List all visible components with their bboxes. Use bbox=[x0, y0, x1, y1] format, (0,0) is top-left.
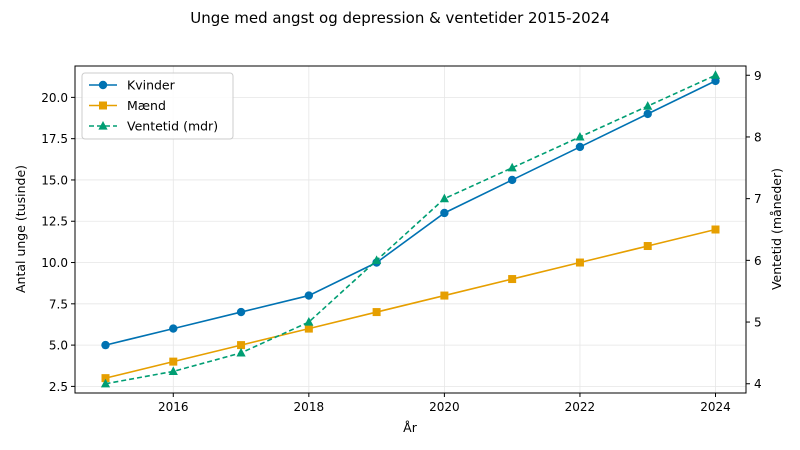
y-tick-label: 17.5 bbox=[41, 132, 68, 146]
x-tick-label: 2022 bbox=[565, 400, 596, 414]
y-tick-label: 7.5 bbox=[49, 297, 68, 311]
y2-tick-label: 8 bbox=[754, 130, 762, 144]
series-mænd bbox=[101, 225, 720, 383]
series-kvinder bbox=[101, 76, 720, 350]
y2-tick-label: 5 bbox=[754, 316, 762, 330]
data-point-kvinder bbox=[304, 291, 314, 300]
legend-marker bbox=[98, 80, 108, 90]
data-point-ventetid-mdr bbox=[575, 131, 585, 141]
legend-box bbox=[81, 72, 234, 140]
data-point-ventetid-mdr bbox=[304, 317, 314, 326]
x-tick-label: 2024 bbox=[700, 400, 731, 414]
data-point-mænd bbox=[101, 374, 110, 383]
legend-marker bbox=[99, 101, 107, 110]
data-point-mænd bbox=[304, 324, 313, 333]
data-point-kvinder bbox=[643, 109, 652, 119]
y-tick-label: 5.0 bbox=[49, 339, 68, 353]
legend-label: Mænd bbox=[127, 98, 166, 113]
legend-marker bbox=[98, 121, 108, 130]
data-point-ventetid-mdr bbox=[439, 193, 449, 203]
legend: Kvinder Mænd Ventetid (mdr) bbox=[81, 72, 234, 140]
data-point-kvinder bbox=[101, 340, 110, 350]
data-point-ventetid-mdr bbox=[507, 162, 517, 172]
x-tick-label: 2018 bbox=[294, 400, 325, 414]
y-tick-label: 12.5 bbox=[41, 215, 68, 229]
x-tick-label: 2020 bbox=[429, 400, 460, 414]
y-tick-label: 20.0 bbox=[41, 91, 68, 105]
x-axis-label: År bbox=[403, 420, 418, 435]
y2-axis-label: Ventetid (måneder) bbox=[769, 168, 784, 290]
y-tick-label: 10.0 bbox=[41, 256, 68, 270]
plot-frame bbox=[74, 65, 747, 394]
series-line-kvinder bbox=[105, 80, 716, 346]
series-ventetid-mdr bbox=[100, 70, 721, 388]
y2-tick-label: 6 bbox=[754, 254, 762, 268]
data-point-kvinder bbox=[169, 324, 178, 333]
y-tick-label: 2.5 bbox=[49, 380, 68, 394]
data-point-kvinder bbox=[440, 208, 449, 218]
y-tick-label: 15.0 bbox=[41, 173, 68, 187]
series-line-ventetid-mdr bbox=[105, 74, 716, 385]
y2-tick-label: 9 bbox=[754, 69, 762, 83]
data-point-kvinder bbox=[236, 307, 246, 317]
data-point-mænd bbox=[237, 341, 246, 350]
data-point-ventetid-mdr bbox=[168, 366, 178, 376]
data-point-ventetid-mdr bbox=[236, 347, 246, 357]
x-tick-label: 2016 bbox=[158, 400, 189, 414]
data-point-mænd bbox=[440, 291, 449, 300]
data-point-ventetid-mdr bbox=[372, 255, 382, 264]
series-line-mænd bbox=[105, 228, 716, 379]
data-point-mænd bbox=[372, 308, 381, 317]
data-point-kvinder bbox=[575, 142, 585, 152]
y2-tick-label: 4 bbox=[754, 377, 762, 391]
y-axis-label: Antal unge (tusinde) bbox=[13, 165, 28, 293]
data-point-ventetid-mdr bbox=[100, 378, 111, 388]
data-point-ventetid-mdr bbox=[643, 101, 653, 110]
legend-label: Kvinder bbox=[127, 78, 176, 93]
data-point-mænd bbox=[508, 275, 517, 284]
series-layer bbox=[100, 70, 721, 388]
y2-tick-label: 7 bbox=[754, 192, 762, 206]
data-point-mænd bbox=[711, 225, 720, 234]
data-point-ventetid-mdr bbox=[710, 70, 721, 79]
data-point-kvinder bbox=[507, 175, 517, 185]
chart-title: Unge med angst og depression & ventetide… bbox=[190, 9, 610, 27]
data-point-mænd bbox=[643, 242, 652, 251]
data-point-mænd bbox=[575, 258, 584, 267]
axes: 2016 2018 2020 2022 2024 2.5 5.0 7.5 10.0 12.5 15.… bbox=[41, 69, 761, 414]
legend-label: Ventetid (mdr) bbox=[127, 119, 218, 134]
data-point-mænd bbox=[169, 357, 178, 366]
